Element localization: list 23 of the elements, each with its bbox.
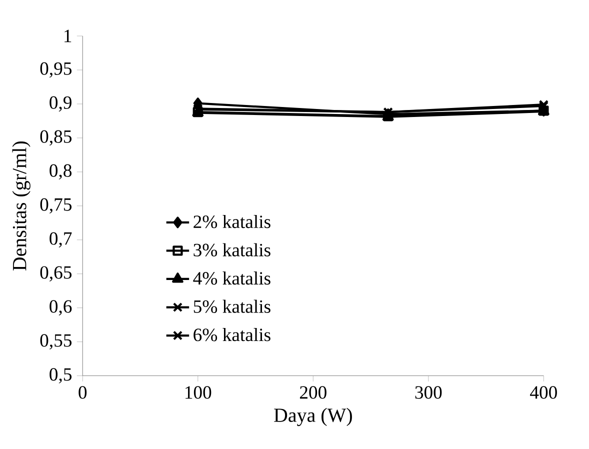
x-axis-title: Daya (W): [274, 408, 352, 426]
y-tick-label: 0,8: [50, 164, 72, 180]
legend-label: 4% katalis: [193, 271, 270, 285]
y-tick-label: 0,85: [40, 130, 72, 146]
x-tick-label: 200: [300, 386, 326, 399]
x-tick-label: 0: [78, 386, 87, 399]
legend-label: 2% katalis: [194, 214, 270, 228]
y-tick-label: 0,7: [50, 232, 72, 248]
y-tick-label: 0,55: [40, 334, 72, 350]
y-tick-label: 0,65: [40, 266, 72, 282]
legend-label: 3% katalis: [194, 243, 270, 256]
y-tick-label: 0,95: [40, 62, 72, 78]
y-axis-title: Densitas (gr/ml): [12, 141, 30, 270]
y-tick-label: 0,75: [40, 198, 72, 214]
x-tick-label: 400: [530, 386, 557, 399]
legend-label: 6% katalis: [194, 328, 270, 342]
x-tick-label: 300: [415, 386, 442, 399]
x-tick-label: 100: [186, 386, 212, 399]
y-tick-label: 1: [64, 30, 72, 42]
y-tick-label: 0,9: [50, 96, 72, 112]
y-tick-label: 0,5: [50, 368, 72, 384]
legend-label: 5% katalis: [194, 300, 270, 313]
y-tick-label: 0,6: [50, 300, 72, 316]
